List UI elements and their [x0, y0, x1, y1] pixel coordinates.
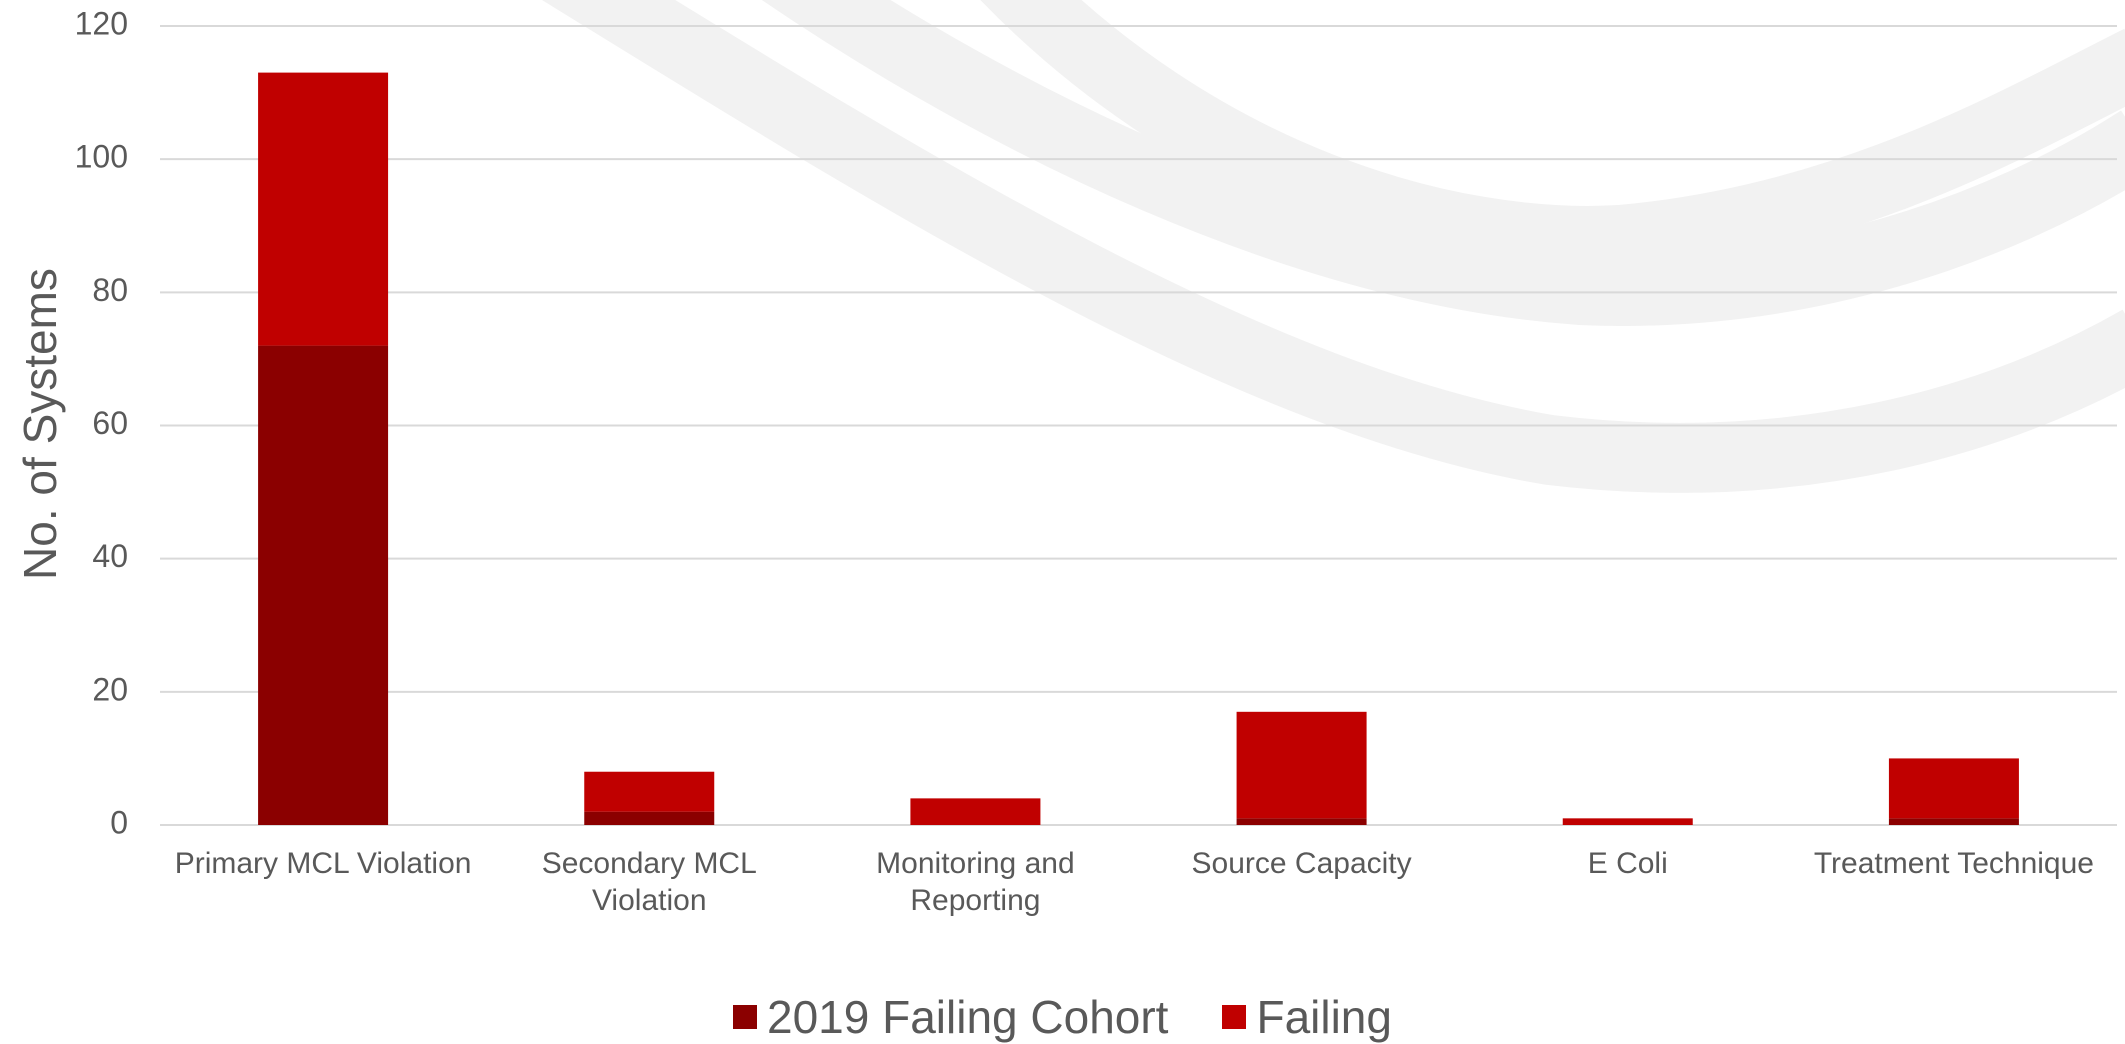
- legend-item: 2019 Failing Cohort: [733, 990, 1168, 1044]
- legend-swatch: [733, 1005, 757, 1029]
- x-tick-label: Source Capacity: [1152, 845, 1452, 882]
- bar-segment: [584, 812, 714, 825]
- bar-segment: [584, 772, 714, 812]
- background-decoration: [560, 0, 2125, 458]
- y-tick-label: 60: [92, 405, 128, 441]
- bar-segment: [1889, 818, 2019, 825]
- bar-segment: [1237, 712, 1367, 819]
- y-tick-label: 20: [92, 671, 128, 707]
- legend: 2019 Failing Cohort Failing: [0, 990, 2125, 1044]
- page: No. of Systems 0 20 40 60 80 100 120 2019 Fail…: [0, 0, 2125, 1044]
- x-tick-label: E Coli: [1478, 845, 1778, 882]
- x-tick-label: Primary MCL Violation: [173, 845, 473, 882]
- legend-label: Failing: [1256, 990, 1392, 1044]
- x-tick-label: Secondary MCL Violation: [499, 845, 799, 919]
- bar-segment: [1237, 818, 1367, 825]
- y-tick-label: 80: [92, 272, 128, 308]
- legend-item: Failing: [1222, 990, 1392, 1044]
- bar-segment: [258, 73, 388, 346]
- bar-segment: [910, 798, 1040, 825]
- y-axis-title: No. of Systems: [14, 268, 66, 580]
- y-tick-label: 0: [110, 804, 128, 840]
- bar-segment: [258, 346, 388, 825]
- bar-segment: [1889, 758, 2019, 818]
- x-tick-label: Treatment Technique: [1804, 845, 2104, 882]
- y-tick-label: 120: [75, 5, 128, 41]
- legend-label: 2019 Failing Cohort: [767, 990, 1168, 1044]
- y-tick-label: 100: [75, 139, 128, 175]
- y-tick-label: 40: [92, 538, 128, 574]
- x-tick-label: Monitoring and Reporting: [825, 845, 1125, 919]
- bar-segment: [1563, 818, 1693, 825]
- legend-swatch: [1222, 1005, 1246, 1029]
